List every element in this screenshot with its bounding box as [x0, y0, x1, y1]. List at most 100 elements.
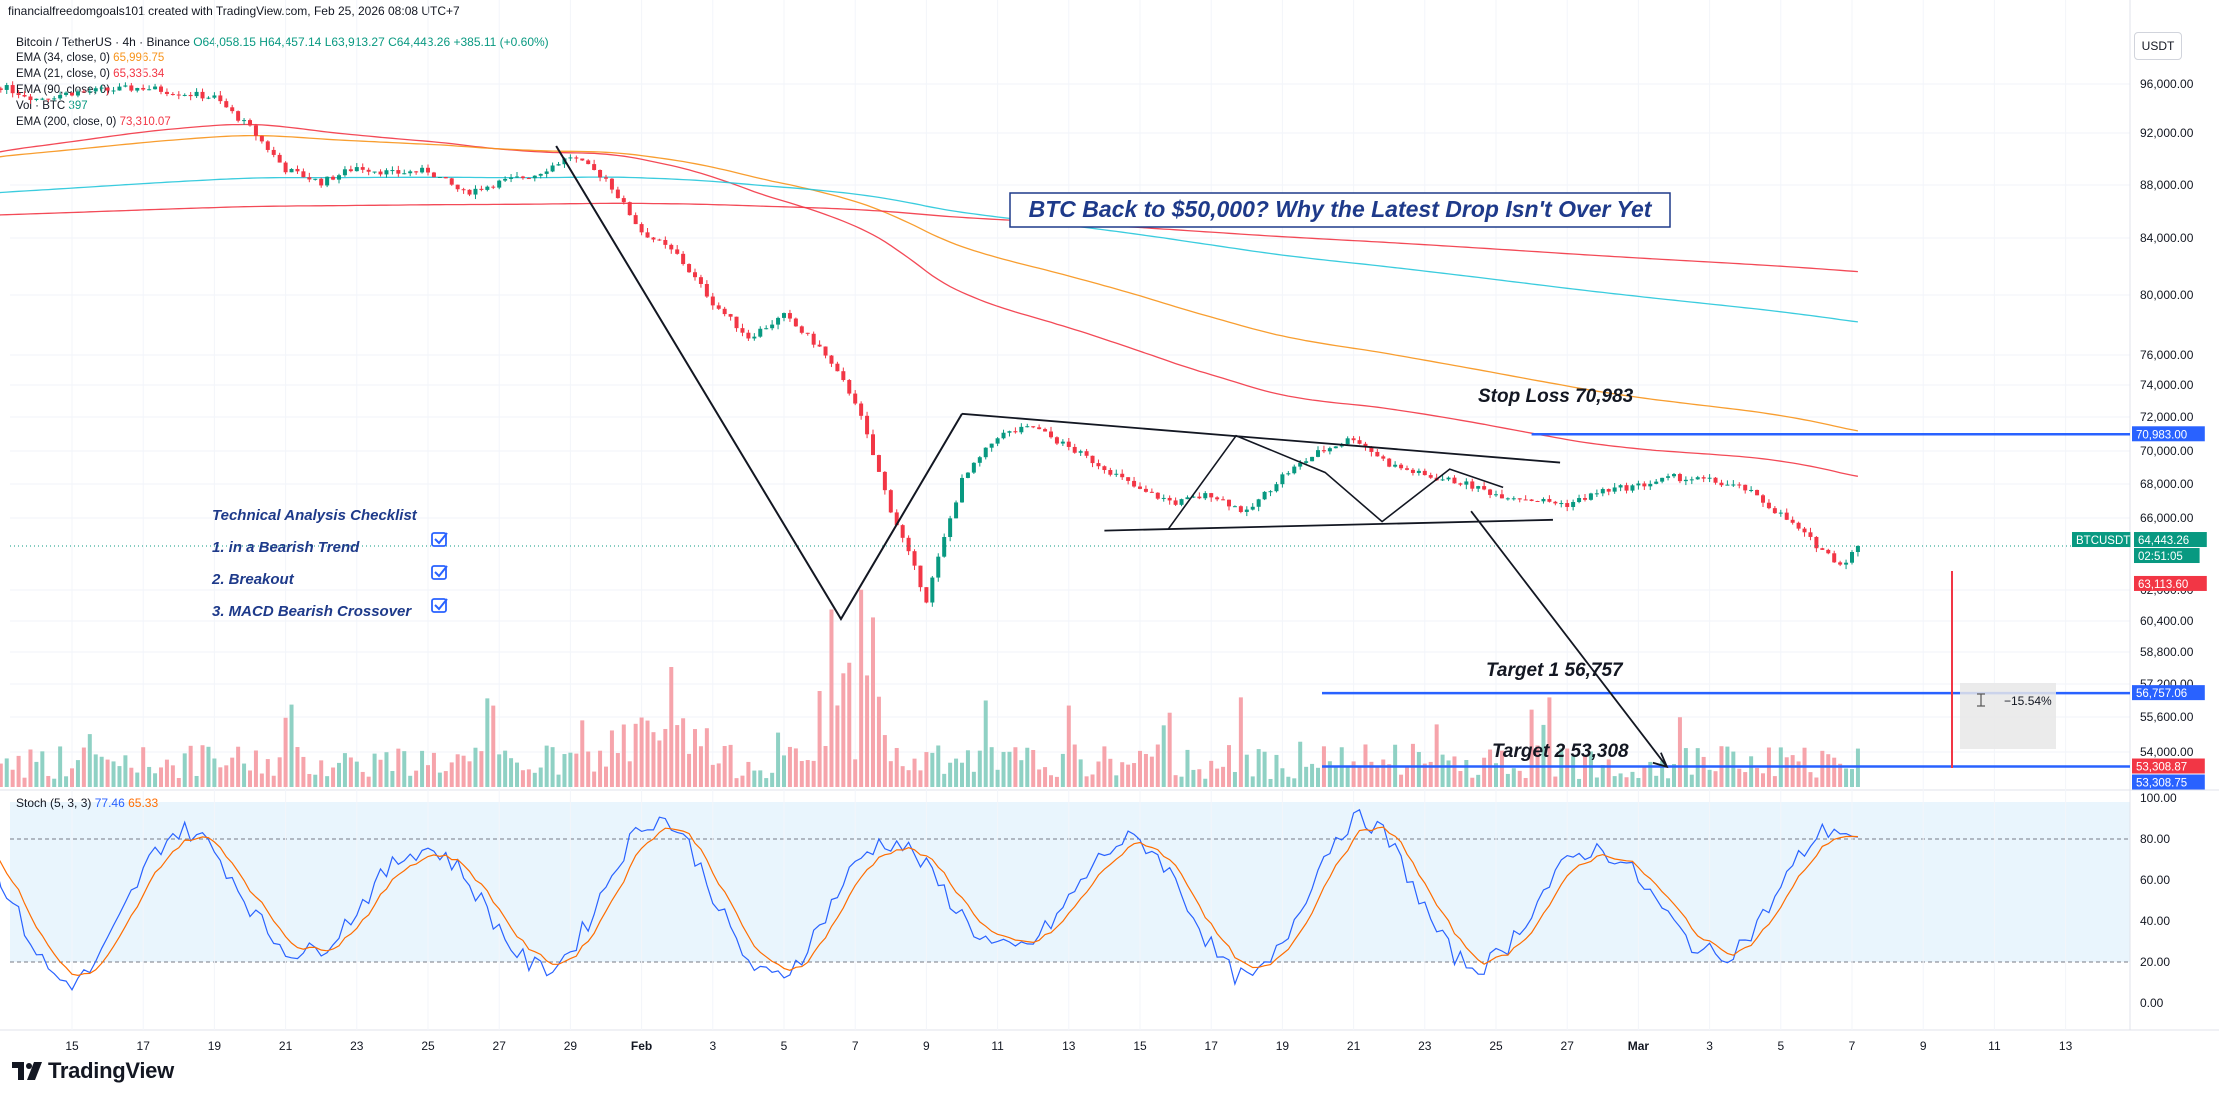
- volume-bar: [402, 751, 407, 787]
- price-tag-bg: [2134, 575, 2207, 591]
- volume-bar: [1820, 750, 1825, 787]
- candle-body: [983, 447, 988, 458]
- volume-bar: [906, 770, 911, 787]
- volume-bar: [52, 778, 57, 787]
- stoch-band: [10, 802, 2130, 962]
- ohlc-high: H64,457.14: [259, 35, 322, 49]
- title-box[interactable]: [1009, 192, 1671, 228]
- volume-bar: [515, 762, 519, 787]
- volume-bar: [259, 773, 264, 787]
- volume-bar: [1588, 751, 1593, 787]
- candle-body: [1179, 499, 1184, 505]
- ema34-line: [0, 134, 1859, 432]
- checkbox-icon: [431, 532, 448, 547]
- volume-bar: [1078, 759, 1083, 787]
- indicator-value: 73,310.07: [119, 116, 171, 128]
- price-tag-bg: [2132, 685, 2205, 701]
- candle-body: [1553, 501, 1558, 504]
- volume-bar: [882, 735, 887, 787]
- candle-body: [337, 175, 341, 180]
- volume-bar: [141, 747, 146, 787]
- volume-bar: [16, 755, 21, 787]
- volume-bar: [1749, 756, 1754, 787]
- volume-bar: [1161, 725, 1166, 787]
- candle-body: [1588, 493, 1593, 500]
- volume-bar: [1120, 762, 1125, 787]
- price-tag: 02:51:05: [2138, 551, 2183, 563]
- volume-bar: [1114, 775, 1119, 787]
- indicator-row-ema90[interactable]: EMA (90, close, 0): [16, 82, 549, 98]
- candle-body: [764, 328, 769, 330]
- candle-body: [1683, 479, 1688, 482]
- candle-body: [1066, 441, 1071, 447]
- ohlc-low: L63,913.27: [324, 35, 385, 49]
- candle-body: [787, 313, 792, 319]
- candle-body: [841, 371, 846, 381]
- tradingview-logo[interactable]: TradingView: [12, 1058, 174, 1084]
- indicator-row-ema21[interactable]: EMA (21, close, 0) 65,335.34: [16, 66, 549, 82]
- candle-body: [1511, 498, 1516, 500]
- candle-body: [989, 443, 994, 448]
- indicator-row-ema34[interactable]: EMA (34, close, 0) 65,996.75: [16, 50, 549, 66]
- volume-bar: [75, 760, 80, 787]
- volume-bar: [1547, 697, 1552, 787]
- candle-body: [206, 97, 211, 99]
- indicator-row-ema200[interactable]: EMA (200, close, 0) 73,310.07: [16, 114, 549, 130]
- volume-bar: [1060, 753, 1065, 787]
- volume-bar: [912, 758, 917, 787]
- volume-bar: [1025, 747, 1030, 787]
- currency-unit-button[interactable]: USDT: [2134, 32, 2182, 60]
- price-tag-bg: [2132, 774, 2205, 790]
- stoch-tick: 100.00: [2140, 791, 2177, 805]
- volume-bar: [645, 720, 650, 787]
- candle-body: [1102, 466, 1107, 471]
- candle-body: [1393, 464, 1398, 467]
- candle-body: [627, 202, 632, 216]
- volume-bar: [1654, 775, 1659, 787]
- volume-bar: [586, 751, 591, 787]
- volume-bar: [200, 745, 205, 787]
- candle-body: [431, 172, 436, 178]
- volume-bar: [1808, 772, 1813, 787]
- volume-bar: [58, 746, 63, 787]
- stoch-legend[interactable]: Stoch (5, 3, 3) 77.46 65.33: [16, 796, 158, 810]
- indicator-row-volume[interactable]: Vol · BTC 397: [16, 98, 549, 114]
- time-tick: 5: [1777, 1039, 1784, 1053]
- axes: 96,000.00 92,000.00 88,000.00 84,000.00 80,0…: [65, 77, 2207, 1053]
- volume-bar: [1743, 772, 1748, 787]
- volume-bar: [1268, 778, 1273, 787]
- volume-bar: [1755, 767, 1760, 787]
- grid: [0, 0, 2219, 1031]
- volume-bar: [1399, 774, 1404, 787]
- volume-bar: [408, 775, 413, 787]
- symbol-row[interactable]: Bitcoin / TetherUS · 4h · Binance O64,05…: [16, 34, 549, 50]
- volume-bar: [1375, 766, 1380, 787]
- price-tick: 74,000.00: [2140, 378, 2194, 392]
- volume-bar: [811, 760, 816, 787]
- candle-body: [467, 189, 472, 195]
- volume-bar: [942, 773, 947, 787]
- candle-body: [265, 141, 270, 150]
- candle-body: [888, 490, 893, 513]
- volume-bar: [657, 740, 662, 787]
- candle-body: [1517, 498, 1522, 500]
- candle-body: [111, 90, 116, 92]
- volume-bar: [752, 770, 757, 787]
- volume-bar: [716, 763, 721, 787]
- candle-body: [675, 249, 680, 254]
- volume-bar: [1855, 748, 1860, 787]
- candle-body: [1636, 483, 1641, 486]
- volume-bar: [212, 758, 217, 787]
- volume-bar: [1850, 769, 1854, 787]
- volume-bar: [675, 725, 680, 787]
- volume-bar: [248, 770, 252, 787]
- volume-bar: [977, 750, 982, 787]
- volume-bar: [147, 766, 152, 787]
- candle-body: [645, 232, 650, 238]
- target2-label: Target 2 53,308: [1492, 741, 1629, 762]
- measure-box[interactable]: [1960, 683, 2056, 749]
- candle-body: [1737, 484, 1742, 486]
- measure-text: −15.54%: [2004, 694, 2052, 708]
- candle-body: [414, 171, 419, 173]
